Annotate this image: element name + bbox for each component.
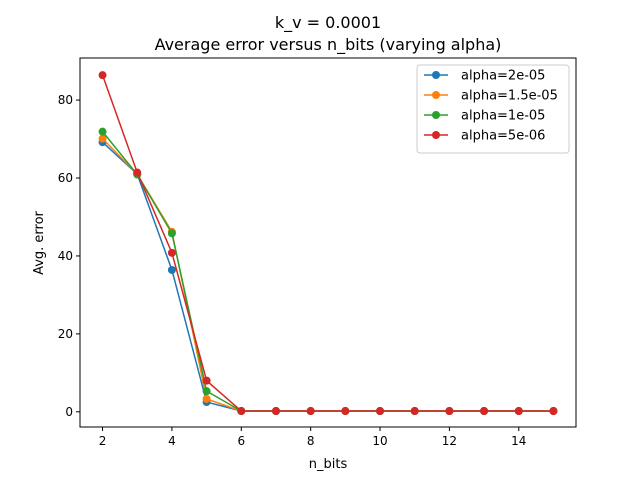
data-point bbox=[480, 407, 489, 416]
data-point bbox=[202, 387, 211, 396]
plot-frame bbox=[79, 57, 577, 428]
x-tick-label: 14 bbox=[511, 434, 526, 448]
series-alpha=2e-05 bbox=[98, 138, 558, 416]
legend-box bbox=[416, 64, 570, 154]
data-point bbox=[306, 407, 315, 416]
data-point bbox=[167, 229, 176, 238]
data-point bbox=[271, 407, 280, 416]
data-point bbox=[410, 407, 419, 416]
y-tick-label: 20 bbox=[58, 327, 73, 341]
legend-entry: alpha=2e-05 bbox=[424, 69, 545, 84]
legend-swatch-marker bbox=[432, 71, 440, 79]
x-axis-ticks: 2 4 6 8 10 12 14 bbox=[99, 427, 526, 448]
data-point bbox=[202, 394, 211, 403]
x-tick-label: 8 bbox=[307, 434, 315, 448]
legend-label: alpha=5e-06 bbox=[461, 129, 545, 144]
data-point bbox=[341, 407, 350, 416]
data-point bbox=[202, 376, 211, 385]
chart-title: k_v = 0.0001 bbox=[275, 13, 381, 33]
x-axis-label: n_bits bbox=[309, 457, 348, 472]
y-axis-label: Avg. error bbox=[32, 210, 47, 274]
y-tick-label: 60 bbox=[58, 171, 73, 185]
legend-label: alpha=1e-05 bbox=[461, 109, 545, 124]
x-tick-label: 2 bbox=[99, 434, 107, 448]
data-point bbox=[237, 407, 246, 416]
data-point bbox=[549, 407, 558, 416]
chart-subtitle: Average error versus n_bits (varying alp… bbox=[155, 35, 502, 55]
data-point bbox=[133, 168, 142, 177]
legend-entry: alpha=1.5e-05 bbox=[424, 89, 558, 104]
legend-label: alpha=1.5e-05 bbox=[461, 89, 558, 104]
series-alpha=5e-06 bbox=[98, 71, 558, 416]
x-tick-label: 12 bbox=[442, 434, 457, 448]
x-tick-label: 10 bbox=[372, 434, 387, 448]
legend-label: alpha=2e-05 bbox=[461, 69, 545, 84]
series-layer bbox=[98, 71, 558, 416]
y-tick-label: 80 bbox=[58, 93, 73, 107]
data-point bbox=[376, 407, 385, 416]
legend-swatch-marker bbox=[432, 111, 440, 119]
data-point bbox=[98, 134, 107, 143]
series-alpha=1.5e-05 bbox=[98, 134, 558, 416]
data-point bbox=[167, 248, 176, 257]
y-tick-label: 0 bbox=[65, 405, 73, 419]
x-tick-label: 4 bbox=[168, 434, 176, 448]
data-point bbox=[98, 71, 107, 80]
data-point bbox=[98, 127, 107, 136]
series-alpha=1e-05 bbox=[98, 127, 558, 416]
data-point bbox=[445, 407, 454, 416]
series-line bbox=[102, 138, 554, 412]
series-line bbox=[101, 74, 554, 412]
series-line bbox=[102, 141, 554, 412]
y-axis-ticks: 0 20 40 60 80 bbox=[58, 93, 80, 419]
legend-swatch-marker bbox=[432, 131, 440, 139]
y-tick-label: 40 bbox=[58, 249, 73, 263]
data-point bbox=[167, 265, 176, 274]
data-point bbox=[514, 407, 523, 416]
legend-entry: alpha=1e-05 bbox=[424, 109, 545, 124]
legend-swatch-marker bbox=[432, 91, 440, 99]
legend-entry: alpha=5e-06 bbox=[424, 129, 545, 144]
legend: alpha=2e-05 alpha=1.5e-05 alpha=1e-05 alpha… bbox=[416, 64, 570, 154]
x-tick-label: 6 bbox=[237, 434, 245, 448]
